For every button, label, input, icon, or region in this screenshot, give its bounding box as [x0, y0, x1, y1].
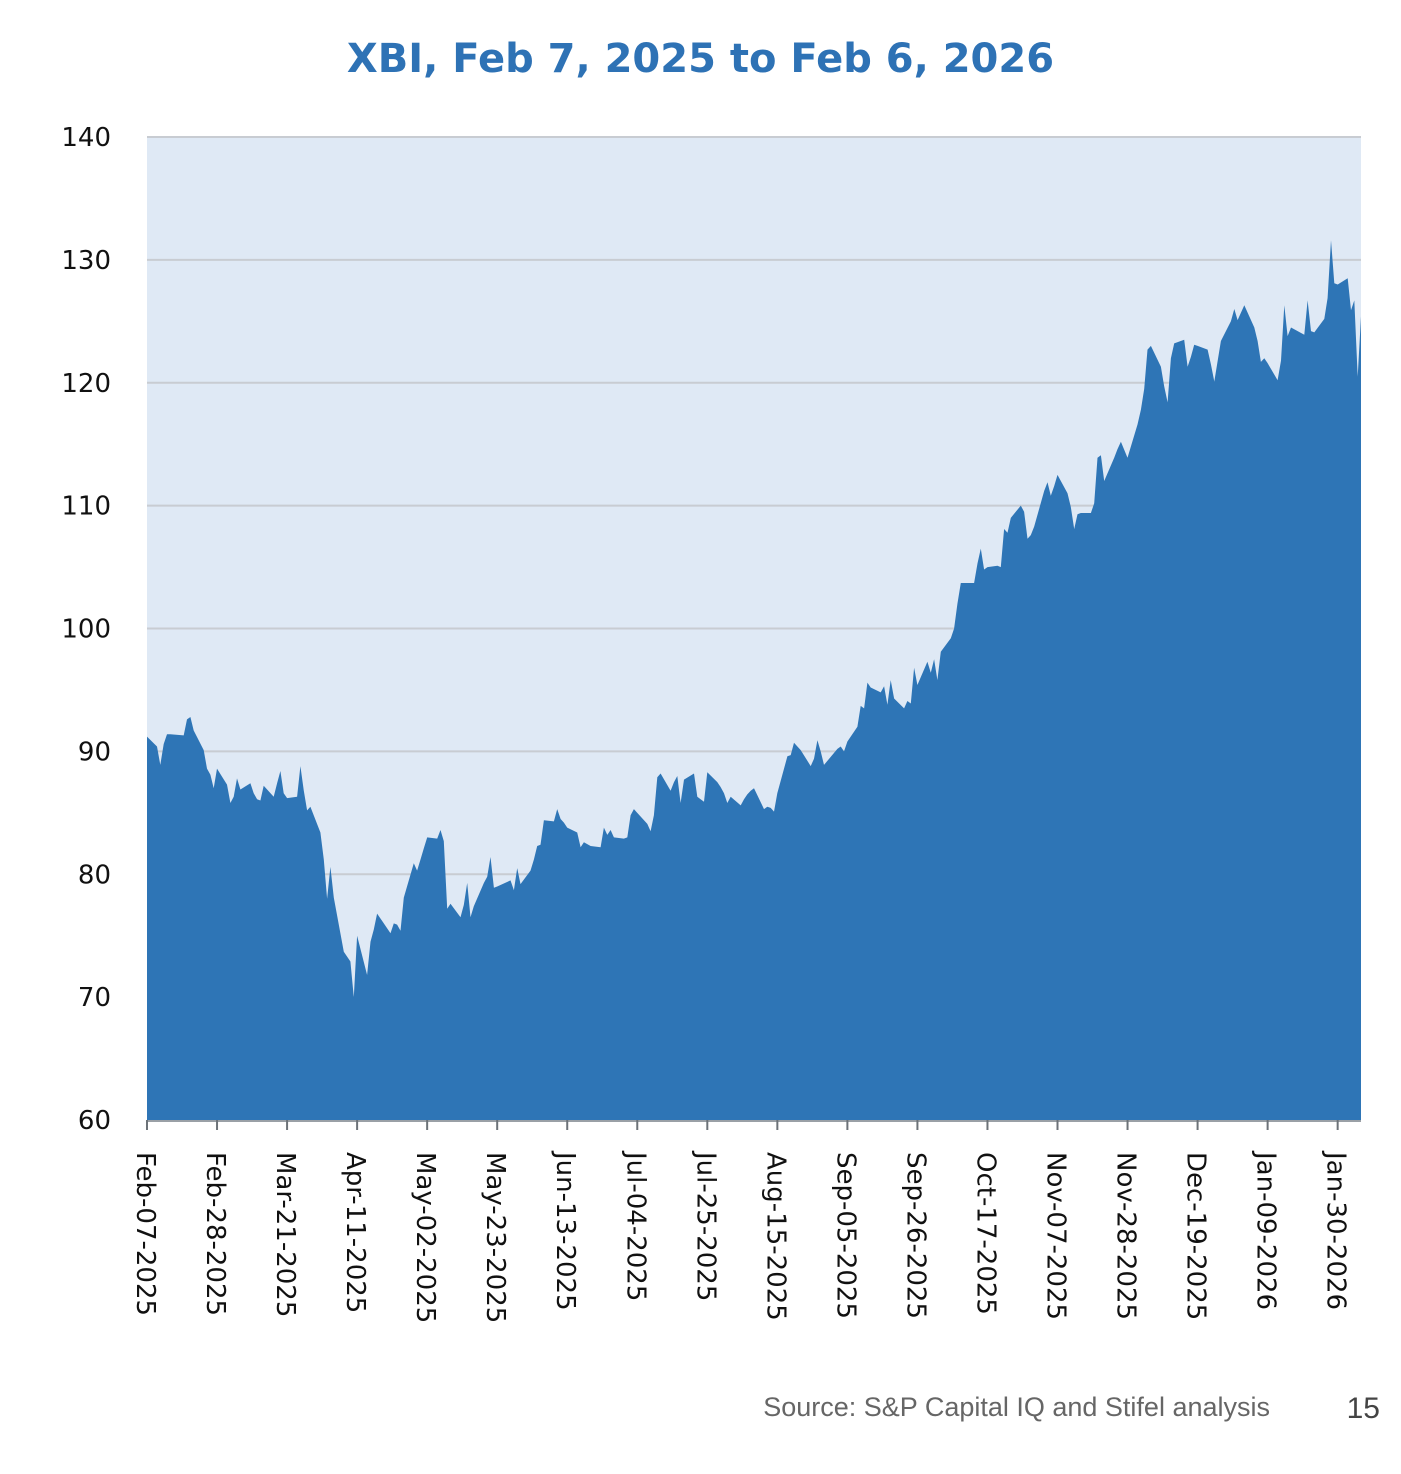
y-tick-label: 130 — [61, 246, 111, 276]
x-tick-label: Apr-11-2025 — [340, 1152, 370, 1313]
y-tick-label: 60 — [78, 1106, 111, 1136]
x-tick-label: Jul-04-2025 — [620, 1150, 650, 1301]
x-tick-label: Jun-13-2025 — [550, 1150, 580, 1311]
x-tick-label: Feb-07-2025 — [130, 1152, 160, 1316]
xbi-price-area — [147, 240, 1361, 1120]
y-tick-label: 80 — [78, 860, 111, 890]
x-tick-label: Oct-17-2025 — [970, 1152, 1000, 1315]
y-tick-label: 90 — [78, 737, 111, 767]
x-tick-label: Jul-25-2025 — [690, 1150, 720, 1301]
y-tick-label: 100 — [61, 615, 111, 645]
x-tick-label: Nov-28-2025 — [1111, 1152, 1141, 1320]
x-tick-label: Jan-09-2026 — [1251, 1150, 1281, 1310]
y-axis-ticks: 60 70 80 90 100 110 120 130 140 — [61, 123, 111, 1136]
y-tick-label: 110 — [61, 492, 111, 522]
x-tick-label: Aug-15-2025 — [760, 1152, 790, 1321]
x-tick-label: Jan-30-2026 — [1321, 1150, 1351, 1310]
x-tick-label: Feb-28-2025 — [200, 1152, 230, 1316]
chart-title: XBI, Feb 7, 2025 to Feb 6, 2026 — [346, 36, 1055, 82]
y-tick-label: 120 — [61, 369, 111, 399]
x-tick-label: Dec-19-2025 — [1181, 1152, 1211, 1320]
source-note: Source: S&P Capital IQ and Stifel analys… — [763, 1392, 1270, 1422]
x-tick-label: Sep-26-2025 — [900, 1152, 930, 1319]
x-tick-label: Nov-07-2025 — [1041, 1152, 1071, 1320]
x-tick-label: May-23-2025 — [480, 1152, 510, 1323]
x-tick-label: Mar-21-2025 — [270, 1152, 300, 1317]
page-number: 15 — [1346, 1392, 1380, 1425]
x-tick-label: Sep-05-2025 — [830, 1152, 860, 1319]
x-tick-label: May-02-2025 — [410, 1152, 440, 1323]
y-tick-label: 140 — [61, 123, 111, 153]
y-tick-label: 70 — [78, 983, 111, 1013]
x-axis-ticks: Feb-07-2025 Feb-28-2025 Mar-21-2025 Apr-11-… — [130, 1120, 1351, 1323]
